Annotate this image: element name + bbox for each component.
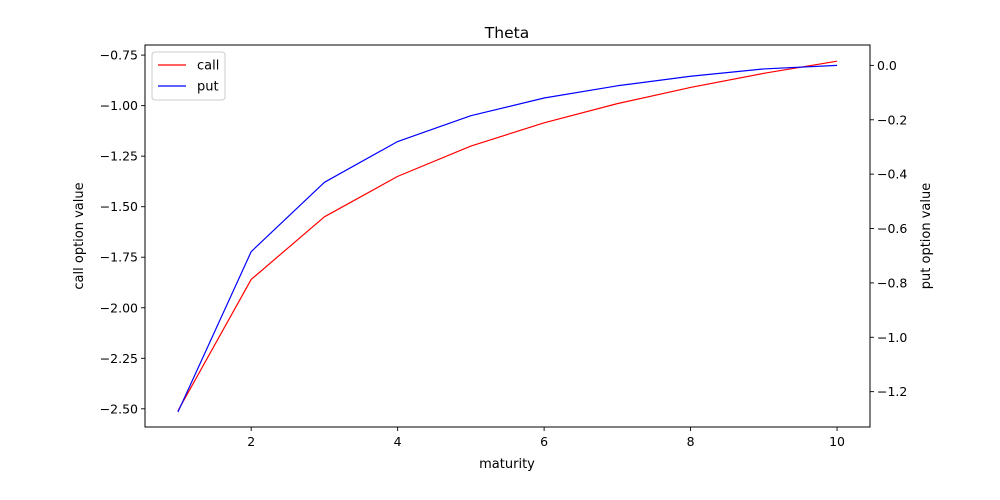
legend-label-call: call (197, 59, 219, 74)
left-y-axis-label: call option value (72, 182, 87, 289)
plot-lines (177, 60, 838, 413)
plot-frame (144, 44, 871, 428)
x-tick-label: 8 (687, 434, 695, 449)
right-y-tick-label: −0.8 (877, 275, 907, 290)
x-tick-label: 6 (540, 434, 548, 449)
legend: call put (151, 51, 226, 101)
legend-label-put: put (197, 80, 219, 95)
x-axis-label: maturity (479, 457, 535, 472)
right-y-tick-label: 0.0 (877, 58, 897, 73)
series-line-put (177, 64, 838, 413)
right-y-axis-label: put option value (919, 183, 934, 289)
x-tick-label: 2 (247, 434, 255, 449)
left-y-tick-label: −2.00 (100, 300, 138, 315)
right-y-tick-label: −0.4 (877, 167, 907, 182)
x-tick-label: 4 (394, 434, 402, 449)
right-y-tick-label: −1.0 (877, 330, 907, 345)
left-y-tick-label: −0.75 (100, 48, 138, 63)
right-y-axis-ticks: −1.2 −1.0 −0.8 −0.6 −0.4 −0.2 0.0 (870, 58, 907, 399)
left-y-tick-label: −2.25 (100, 351, 138, 366)
right-y-tick-label: −0.2 (877, 112, 907, 127)
left-y-tick-label: −1.50 (100, 199, 138, 214)
right-y-tick-label: −1.2 (877, 384, 907, 399)
left-y-tick-label: −1.75 (100, 250, 138, 265)
series-line-call (177, 60, 838, 412)
left-y-tick-label: −2.50 (100, 401, 138, 416)
left-y-axis-ticks: −2.50 −2.25 −2.00 −1.75 −1.50 −1.25 −1.00 −0.75 (100, 48, 145, 416)
legend-box (151, 51, 226, 101)
chart-title: Theta (484, 24, 529, 42)
left-y-tick-label: −1.25 (100, 149, 138, 164)
left-y-tick-label: −1.00 (100, 98, 138, 113)
x-axis-ticks: 2 4 6 8 10 (247, 427, 845, 449)
x-tick-label: 10 (829, 434, 845, 449)
right-y-tick-label: −0.6 (877, 221, 907, 236)
